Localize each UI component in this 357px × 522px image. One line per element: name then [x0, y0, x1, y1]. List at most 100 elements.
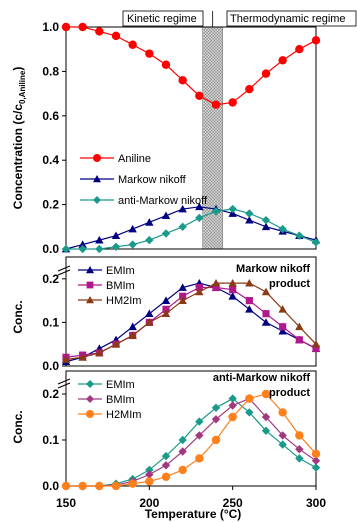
mid-series-2-point	[195, 287, 204, 296]
top-series-2-point	[295, 231, 304, 240]
top-series-2-point	[261, 215, 271, 225]
bot-legend-marker-2	[86, 410, 94, 418]
top-series-0-point	[78, 22, 87, 32]
top-series-2-point	[245, 209, 254, 218]
bot-series-2-point	[311, 449, 321, 458]
bot-series-1-point	[228, 401, 237, 410]
middle-ylabel: Conc.	[11, 300, 25, 333]
top-series-2-point	[195, 213, 204, 223]
mid-legend-label-1: BMIm	[106, 280, 135, 292]
top-legend-marker-1	[93, 175, 101, 183]
top-legend-label-2: anti-Markow nikoff	[118, 195, 208, 207]
bot-series-2-point	[295, 431, 304, 440]
mid-series-1-point	[262, 310, 270, 318]
mid-series-0-point	[128, 322, 137, 331]
top-series-2-point	[311, 238, 321, 247]
thermodynamic-regime-label: Thermodynamic regime	[230, 13, 346, 25]
thermodynamic-regime-box	[226, 10, 357, 27]
mid-series-2-point	[178, 296, 187, 304]
top-series-0-point	[311, 36, 321, 45]
middle-axis-break	[57, 265, 71, 276]
bot-series-0-point	[178, 435, 187, 445]
top-series-0-point	[111, 31, 121, 41]
top-series-2-point	[95, 244, 104, 254]
xtick-label: 150	[56, 496, 76, 510]
bot-series-0-point	[295, 454, 304, 463]
mid-series-0-point	[161, 296, 171, 304]
x-axis-label: Temperature (°C)	[145, 507, 242, 521]
bot-ytick-label: 0.2	[42, 387, 59, 401]
top-series-0-point	[295, 45, 304, 54]
top-series-0-point	[278, 56, 287, 65]
mid-series-0-point	[228, 292, 237, 300]
top-series-2-point	[178, 222, 187, 231]
top-series-0-point	[211, 100, 221, 109]
mid-series-1-point	[229, 286, 237, 294]
bottom-annotation-line2: product	[269, 387, 310, 399]
bot-series-1-point	[278, 431, 287, 440]
mid-series-2-point	[228, 278, 237, 287]
bot-series-2-point	[211, 435, 221, 445]
bot-series-1-point	[195, 431, 204, 440]
bot-series-1-point	[161, 461, 171, 470]
top-series-2-point	[61, 244, 71, 254]
top-series-1-point	[245, 215, 254, 224]
mid-series-1-point	[212, 283, 220, 292]
top-legend-marker-0	[93, 154, 101, 162]
top-ytick-label: 0.0	[42, 242, 59, 256]
bot-series-line-2	[66, 393, 317, 487]
top-ytick-label: 1.0	[42, 20, 59, 34]
top-series-0-point	[228, 98, 237, 107]
bot-series-1-point	[211, 415, 221, 424]
bot-series-1-point	[145, 470, 154, 479]
mid-series-1-point	[195, 283, 203, 292]
bot-series-2-point	[178, 465, 187, 475]
mid-legend-marker-0	[86, 266, 94, 274]
mid-series-2-point	[95, 348, 104, 357]
mid-series-0-point	[261, 318, 271, 326]
bot-legend-label-2: H2MIm	[106, 409, 141, 421]
mid-series-2-point	[111, 340, 121, 348]
bot-series-0-point	[228, 394, 237, 403]
bottom-plot-frame	[65, 370, 317, 487]
top-series-0-point	[161, 60, 171, 69]
top-panel: Kinetic regime Thermodynamic regime 0.0 0…	[11, 10, 357, 256]
mid-legend-label-0: EMIm	[106, 265, 135, 277]
top-series-0-point	[245, 84, 254, 94]
bot-series-1-point	[261, 412, 271, 422]
bot-legend-marker-0	[86, 380, 94, 388]
top-series-1-point	[95, 235, 104, 244]
bot-legend-label-1: BMIm	[106, 394, 135, 406]
bot-series-2-point	[78, 481, 87, 491]
bot-series-2-point	[245, 394, 254, 403]
top-series-1-point	[195, 202, 204, 211]
middle-panel: 0.0 0.1 0.2 EMIm BMIm HM2Im Markow nikoff pr…	[11, 256, 321, 373]
mid-series-2-point	[145, 318, 154, 326]
top-series-2-point	[145, 235, 154, 245]
bot-series-0-point	[245, 408, 254, 417]
bot-series-0-point	[195, 417, 204, 426]
bot-series-0-point	[161, 451, 171, 461]
middle-legend: EMIm BMIm HM2Im	[78, 265, 141, 307]
mid-legend-label-2: HM2Im	[106, 295, 141, 307]
top-series-0-point	[178, 76, 187, 85]
mid-series-1-point	[179, 292, 187, 300]
xtick-label: 300	[306, 496, 326, 510]
top-plot-frame	[65, 26, 317, 250]
mid-ytick-label: 0.1	[42, 315, 59, 329]
bot-legend-label-0: EMIm	[106, 379, 135, 391]
top-series-line-1	[65, 206, 317, 250]
mid-series-2-point	[245, 278, 254, 287]
xtick-label: 250	[223, 496, 243, 510]
middle-annotation-line1: Markow nikoff	[236, 263, 310, 275]
top-ylabel: Concentration (c/c0,Aniline)	[11, 67, 27, 210]
mid-series-2-point	[278, 305, 287, 313]
bot-series-1-point	[295, 445, 304, 454]
mid-legend-marker-2	[86, 296, 94, 304]
bot-series-0-point	[261, 426, 271, 435]
top-series-line-2	[66, 208, 317, 250]
top-series-2-point	[78, 244, 87, 254]
bottom-legend: EMIm BMIm H2MIm	[78, 379, 141, 421]
top-series-0-point	[128, 40, 137, 49]
bot-series-2-point	[161, 472, 171, 481]
